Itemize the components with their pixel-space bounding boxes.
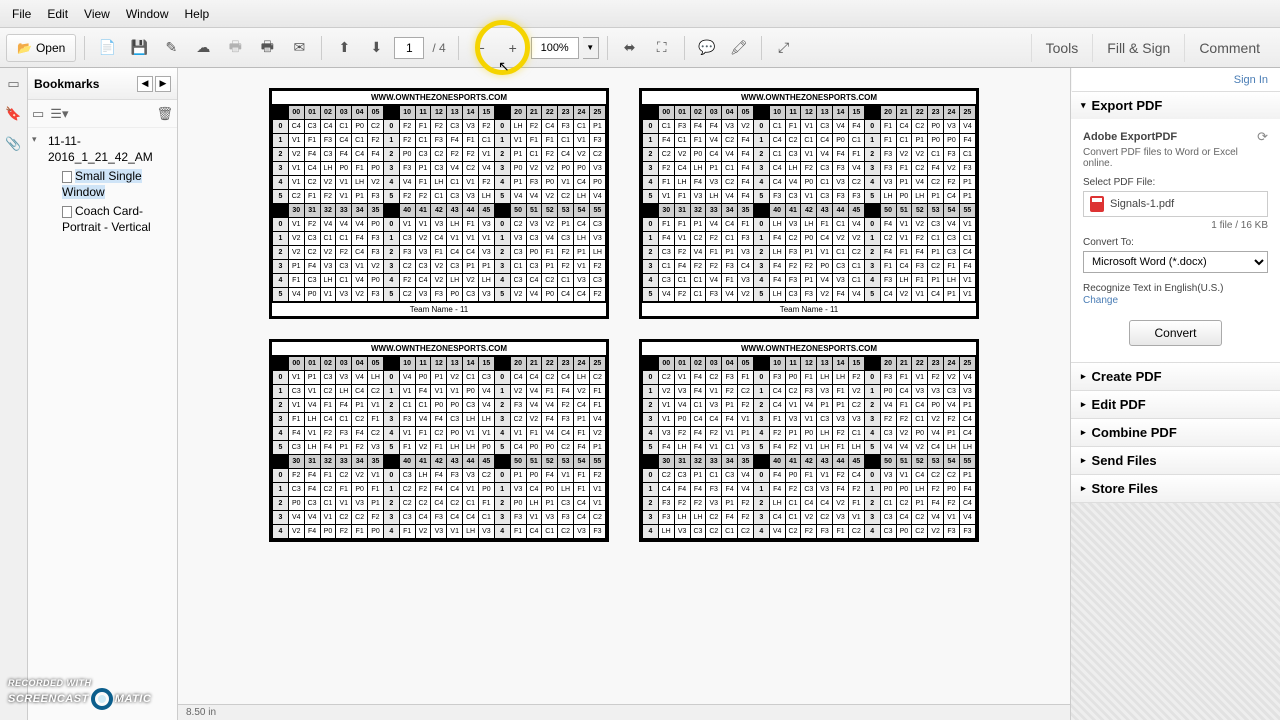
print-icon[interactable]: 🖶	[253, 34, 281, 62]
fullscreen-icon[interactable]: ⤢	[770, 34, 798, 62]
cloud-icon[interactable]: ☁	[189, 34, 217, 62]
page-number-input[interactable]	[394, 37, 424, 59]
menu-bar: File Edit View Window Help	[0, 0, 1280, 28]
card-footer: Team Name - 11	[642, 302, 976, 316]
edit-pdf-section: Edit PDF	[1071, 391, 1280, 419]
tab-fill-sign[interactable]: Fill & Sign	[1092, 34, 1184, 62]
open-label: Open	[36, 41, 65, 55]
store-files-header[interactable]: Store Files	[1071, 475, 1280, 502]
bookmark-root[interactable]: 11-11-2016_1_21_42_AM	[30, 132, 175, 167]
bookmark-prev-icon[interactable]: ◀	[137, 76, 153, 92]
send-files-section: Send Files	[1071, 447, 1280, 475]
menu-edit[interactable]: Edit	[39, 3, 76, 25]
create-pdf-section: Create PDF	[1071, 363, 1280, 391]
signal-card: WWW.OWNTHEZONESPORTS.COM 000102030405101…	[269, 88, 609, 319]
card-footer: Team Name - 11	[272, 302, 606, 316]
combine-pdf-header[interactable]: Combine PDF	[1071, 419, 1280, 446]
edit-icon[interactable]: ✎	[157, 34, 185, 62]
selected-filename: Signals-1.pdf	[1110, 198, 1174, 210]
fit-page-icon[interactable]: ⛶	[648, 34, 676, 62]
export-pdf-section: Export PDF Adobe ExportPDF ⟳ Convert PDF…	[1071, 92, 1280, 363]
new-bookmark-icon[interactable]: ▭	[32, 106, 44, 122]
fit-width-icon[interactable]: ⬌	[616, 34, 644, 62]
menu-help[interactable]: Help	[177, 3, 218, 25]
menu-view[interactable]: View	[76, 3, 118, 25]
file-meta: 1 file / 16 KB	[1083, 220, 1268, 231]
pdf-icon	[1090, 196, 1104, 212]
print-disabled-icon[interactable]: 🖶	[221, 34, 249, 62]
page-total: / 4	[428, 41, 449, 55]
convert-to-select[interactable]: Microsoft Word (*.docx)	[1083, 251, 1268, 273]
menu-window[interactable]: Window	[118, 3, 177, 25]
create-pdf-icon[interactable]: 📄	[93, 34, 121, 62]
bookmark-options-icon[interactable]: ☰▾	[50, 106, 68, 122]
convert-button[interactable]: Convert	[1129, 320, 1221, 346]
change-link[interactable]: Change	[1083, 295, 1118, 306]
page-down-icon[interactable]: ⬇	[362, 34, 390, 62]
card-site: WWW.OWNTHEZONESPORTS.COM	[642, 342, 976, 356]
convert-to-label: Convert To:	[1083, 237, 1268, 248]
status-bar: 8.50 in	[178, 704, 1070, 720]
bookmark-next-icon[interactable]: ▶	[155, 76, 171, 92]
menu-file[interactable]: File	[4, 3, 39, 25]
store-files-section: Store Files	[1071, 475, 1280, 503]
document-viewport[interactable]: WWW.OWNTHEZONESPORTS.COM 000102030405101…	[178, 68, 1070, 720]
bookmark-item[interactable]: Small Single Window	[44, 167, 175, 202]
signin-bar: Sign In	[1072, 68, 1280, 92]
toolbar: 📂 Open 📄 💾 ✎ ☁ 🖶 🖶 ✉ ⬆ ⬇ / 4 − + 100% ▼ …	[0, 28, 1280, 68]
signal-card: WWW.OWNTHEZONESPORTS.COM 000102030405101…	[639, 88, 979, 319]
delete-bookmark-icon[interactable]: 🗑	[156, 106, 173, 122]
bookmarks-title: Bookmarks	[34, 77, 135, 91]
zoom-out-icon[interactable]: −	[467, 34, 495, 62]
bookmarks-panel: Bookmarks ◀ ▶ ▭ ☰▾ 🗑 11-11-2016_1_21_42_…	[28, 68, 178, 720]
tools-pane: Export PDF Adobe ExportPDF ⟳ Convert PDF…	[1070, 68, 1280, 720]
tab-tools[interactable]: Tools	[1031, 34, 1093, 62]
nav-strip: ▭ 🔖 📎	[0, 68, 28, 720]
bookmark-icon[interactable]: 🔖	[4, 104, 24, 124]
export-pdf-header[interactable]: Export PDF	[1071, 92, 1280, 119]
zoom-value[interactable]: 100%	[531, 37, 579, 59]
pane-filler	[1071, 503, 1280, 720]
attachment-icon[interactable]: 📎	[4, 134, 24, 154]
comment-icon[interactable]: 💬	[693, 34, 721, 62]
signin-link[interactable]: Sign In	[1234, 74, 1268, 86]
send-files-header[interactable]: Send Files	[1071, 447, 1280, 474]
folder-icon: 📂	[17, 41, 32, 55]
page-thumbnails-icon[interactable]: ▭	[4, 74, 24, 94]
email-icon[interactable]: ✉	[285, 34, 313, 62]
watermark: RECORDED WITH SCREENCASTMATIC	[8, 678, 151, 710]
card-site: WWW.OWNTHEZONESPORTS.COM	[272, 91, 606, 105]
zoom-in-icon[interactable]: +	[499, 34, 527, 62]
bookmarks-tree: 11-11-2016_1_21_42_AM Small Single Windo…	[28, 128, 177, 720]
combine-pdf-section: Combine PDF	[1071, 419, 1280, 447]
open-button[interactable]: 📂 Open	[6, 34, 76, 62]
card-site: WWW.OWNTHEZONESPORTS.COM	[642, 91, 976, 105]
recognize-text: Recognize Text in English(U.S.)	[1083, 283, 1268, 294]
export-brand: Adobe ExportPDF	[1083, 131, 1177, 143]
export-desc: Convert PDF files to Word or Excel onlin…	[1083, 147, 1268, 169]
refresh-icon[interactable]: ⟳	[1257, 129, 1268, 145]
highlight-icon[interactable]: 🖍	[725, 34, 753, 62]
signal-card: WWW.OWNTHEZONESPORTS.COM 000102030405101…	[639, 339, 979, 542]
zoom-dropdown-icon[interactable]: ▼	[583, 37, 599, 59]
main-area: ▭ 🔖 📎 Bookmarks ◀ ▶ ▭ ☰▾ 🗑 11-11-2016_1_…	[0, 68, 1280, 720]
bookmarks-tools: ▭ ☰▾ 🗑	[28, 100, 177, 128]
bookmarks-header: Bookmarks ◀ ▶	[28, 68, 177, 100]
edit-pdf-header[interactable]: Edit PDF	[1071, 391, 1280, 418]
tab-comment[interactable]: Comment	[1184, 34, 1274, 62]
page-up-icon[interactable]: ⬆	[330, 34, 358, 62]
selected-file[interactable]: Signals-1.pdf	[1083, 191, 1268, 217]
save-icon[interactable]: 💾	[125, 34, 153, 62]
status-text: 8.50 in	[186, 707, 216, 718]
signal-card: WWW.OWNTHEZONESPORTS.COM 000102030405101…	[269, 339, 609, 542]
card-site: WWW.OWNTHEZONESPORTS.COM	[272, 342, 606, 356]
select-file-label: Select PDF File:	[1083, 177, 1268, 188]
bookmark-item[interactable]: Coach Card-Portrait - Vertical	[44, 202, 175, 237]
right-tabs: Tools Fill & Sign Comment	[1031, 34, 1274, 62]
create-pdf-header[interactable]: Create PDF	[1071, 363, 1280, 390]
